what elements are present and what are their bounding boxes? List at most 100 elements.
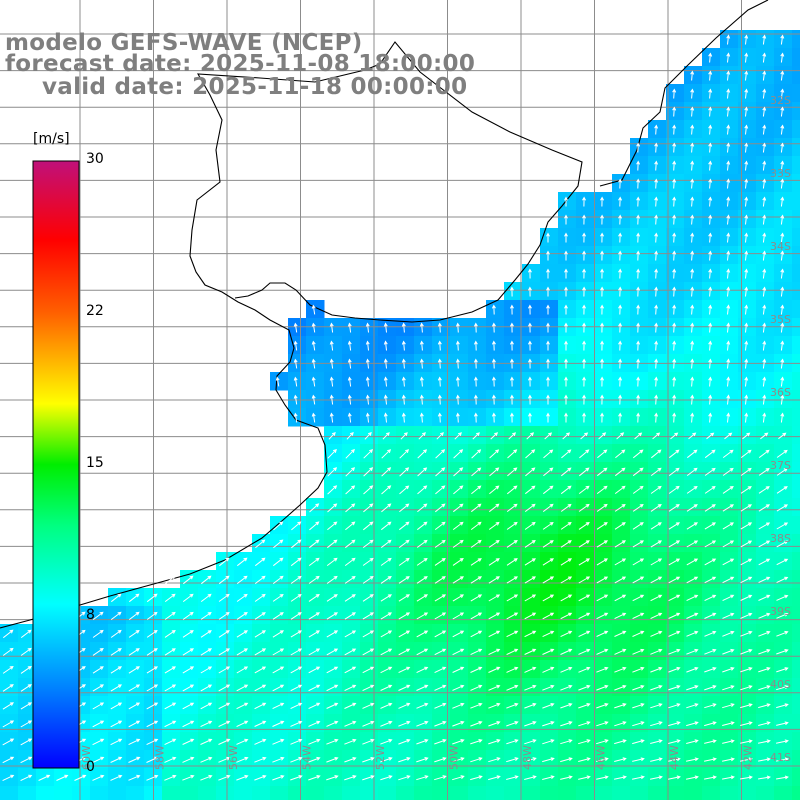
wind-speed-cell bbox=[792, 48, 800, 67]
wind-arrow bbox=[578, 703, 591, 709]
wind-speed-cell bbox=[720, 66, 739, 85]
wind-arrow bbox=[20, 756, 33, 764]
wind-arrow bbox=[362, 557, 374, 566]
wind-speed-cell bbox=[702, 138, 721, 157]
wind-arrow bbox=[614, 540, 626, 548]
wind-arrow bbox=[632, 648, 645, 655]
wind-speed-cell bbox=[630, 408, 649, 427]
wind-arrow bbox=[326, 702, 339, 709]
wind-speed-cell bbox=[378, 408, 397, 427]
wind-arrow bbox=[758, 486, 770, 494]
latitude-label: 41S bbox=[770, 751, 791, 764]
wind-speed-cell bbox=[594, 210, 613, 229]
wind-arrow bbox=[704, 667, 717, 673]
wind-speed-cell bbox=[630, 228, 649, 247]
wind-arrow bbox=[542, 594, 555, 602]
wind-speed-cell bbox=[738, 48, 757, 67]
wind-arrow bbox=[776, 522, 789, 530]
wind-speed-cell bbox=[756, 84, 775, 103]
wind-speed-cell bbox=[342, 786, 361, 800]
wind-arrow bbox=[564, 304, 568, 315]
wind-arrow bbox=[708, 142, 713, 153]
wind-speed-cell bbox=[702, 156, 721, 175]
wind-speed-cell bbox=[576, 246, 595, 265]
wind-arrow bbox=[344, 594, 356, 602]
wind-speed-cell bbox=[666, 228, 685, 247]
wind-arrow bbox=[401, 322, 406, 333]
wind-arrow bbox=[726, 322, 731, 333]
wind-speed-cell bbox=[504, 390, 523, 409]
wind-arrow bbox=[560, 757, 573, 763]
wind-arrow bbox=[272, 702, 285, 710]
wind-arrow bbox=[758, 630, 771, 637]
wind-arrow bbox=[758, 612, 771, 619]
wind-speed-cell bbox=[702, 408, 721, 427]
wind-speed-cell bbox=[702, 786, 721, 800]
wind-arrow bbox=[398, 757, 411, 763]
wind-arrow bbox=[614, 594, 627, 602]
wind-arrow bbox=[326, 757, 339, 763]
wind-arrow bbox=[182, 756, 195, 763]
wind-arrow bbox=[527, 394, 532, 405]
wind-arrow bbox=[506, 485, 518, 495]
wind-arrow bbox=[398, 630, 411, 638]
wind-speed-cell bbox=[432, 408, 451, 427]
wind-speed-cell bbox=[738, 138, 757, 157]
wind-arrow bbox=[560, 648, 573, 655]
wind-arrow bbox=[399, 467, 410, 477]
wind-arrow bbox=[776, 630, 789, 637]
wind-speed-cell bbox=[630, 336, 649, 355]
wind-arrow bbox=[582, 358, 587, 369]
wind-arrow bbox=[329, 376, 334, 387]
wind-arrow bbox=[672, 160, 677, 171]
wind-arrow bbox=[758, 594, 771, 601]
wind-speed-cell bbox=[558, 282, 577, 301]
wind-arrow bbox=[542, 666, 555, 673]
wind-arrow bbox=[762, 268, 767, 279]
wind-speed-cell bbox=[540, 408, 559, 427]
wind-arrow bbox=[470, 721, 483, 727]
wind-arrow bbox=[650, 540, 662, 548]
wind-arrow bbox=[200, 612, 212, 620]
wind-arrow bbox=[668, 558, 681, 566]
wind-arrow bbox=[690, 88, 695, 99]
wind-arrow bbox=[452, 630, 465, 638]
wind-arrow bbox=[672, 358, 677, 369]
wind-arrow bbox=[546, 322, 550, 333]
wind-speed-cell bbox=[558, 390, 577, 409]
wind-arrow bbox=[509, 394, 514, 405]
wind-speed-cell bbox=[630, 174, 649, 193]
wind-speed-cell bbox=[666, 210, 685, 229]
wind-speed-cell bbox=[648, 120, 667, 139]
wind-arrow bbox=[470, 521, 482, 530]
wind-arrow bbox=[580, 432, 589, 440]
wind-speed-cell bbox=[306, 390, 325, 409]
wind-speed-cell bbox=[792, 696, 800, 715]
wind-speed-cell bbox=[414, 372, 433, 391]
wind-speed-cell bbox=[648, 210, 667, 229]
wind-arrow bbox=[614, 504, 626, 512]
wind-arrow bbox=[758, 649, 771, 655]
wind-arrow bbox=[455, 358, 460, 369]
wind-arrow bbox=[272, 648, 285, 656]
wind-arrow bbox=[708, 250, 713, 261]
wind-speed-cell bbox=[504, 336, 523, 355]
wind-arrow bbox=[362, 594, 374, 602]
wind-arrow bbox=[614, 739, 627, 745]
wind-arrow bbox=[740, 775, 753, 780]
wind-arrow bbox=[562, 432, 571, 440]
wind-speed-cell bbox=[756, 102, 775, 121]
wind-speed-cell bbox=[666, 102, 685, 121]
wind-arrow bbox=[740, 522, 753, 530]
wind-arrow bbox=[506, 666, 519, 673]
wind-arrow bbox=[506, 757, 519, 763]
wind-arrow bbox=[491, 322, 496, 333]
wind-arrow bbox=[564, 214, 568, 225]
wind-arrow bbox=[600, 394, 605, 405]
wind-arrow bbox=[704, 486, 716, 494]
wind-arrow bbox=[506, 721, 519, 727]
wind-arrow bbox=[546, 286, 550, 297]
wind-arrow bbox=[762, 124, 767, 135]
wind-arrow bbox=[20, 720, 33, 728]
wind-speed-cell bbox=[720, 102, 739, 121]
